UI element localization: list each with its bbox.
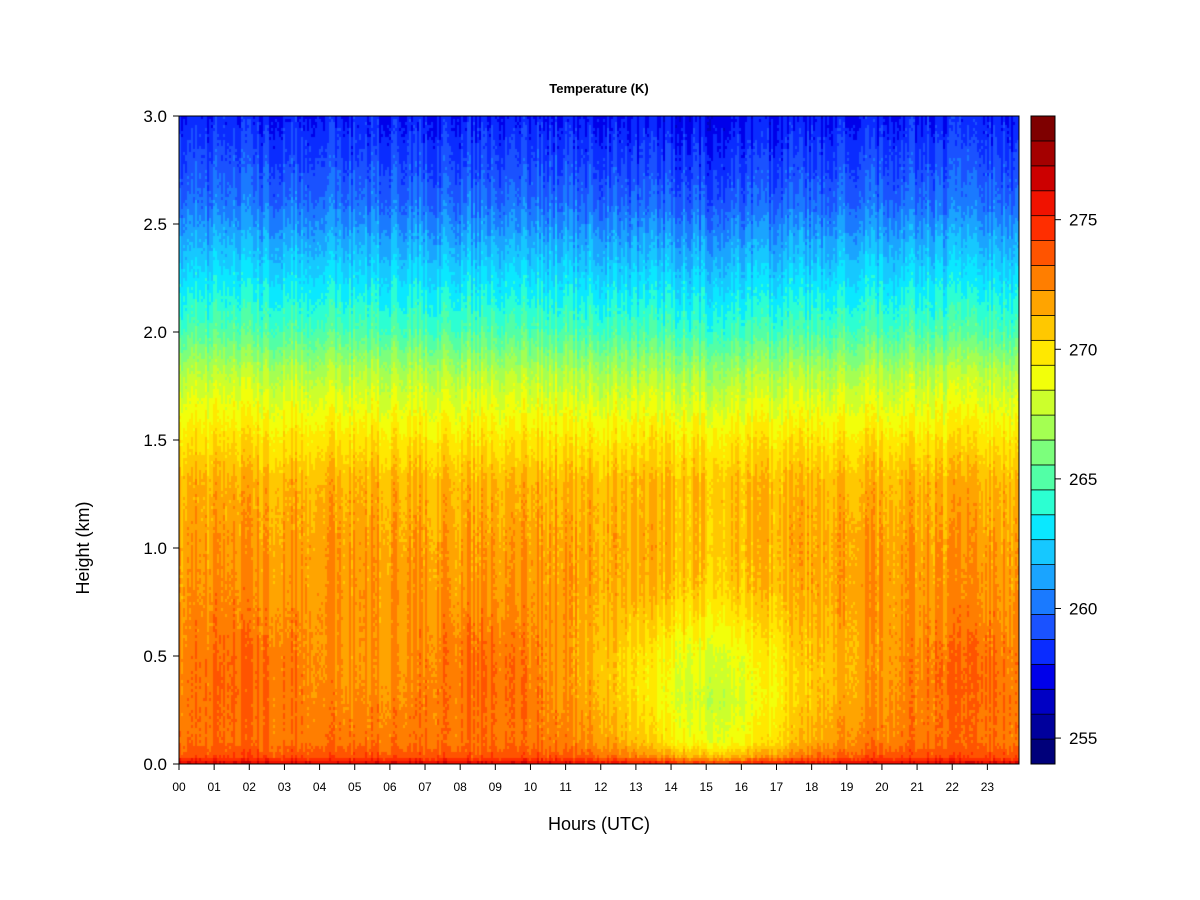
colorbar-level [1030,589,1056,615]
colorbar-level [1030,215,1056,241]
x-axis-label: Hours (UTC) [548,814,650,834]
x-tick-label: 20 [875,780,889,794]
x-tick-label: 02 [243,780,257,794]
colorbar-tick-label: 255 [1069,729,1097,748]
x-tick-label: 21 [910,780,924,794]
colorbar-level [1030,564,1056,590]
colorbar-level [1030,688,1056,715]
x-tick-label: 10 [524,780,538,794]
x-tick-label: 23 [981,780,995,794]
y-tick-label: 0.0 [143,755,167,774]
colorbar-level [1030,439,1056,466]
colorbar-level [1030,240,1056,266]
x-tick-label: 08 [453,780,467,794]
colorbar-level [1030,464,1056,491]
colorbar-level [1030,364,1056,391]
x-tick-label: 22 [946,780,960,794]
temperature-field [179,116,1019,764]
x-tick-label: 14 [664,780,678,794]
colorbar-level [1030,265,1056,291]
y-tick-label: 2.5 [143,215,167,234]
x-tick-label: 15 [700,780,714,794]
y-axis: 0.0 0.5 1.0 1.5 2.0 2.5 3.0 [143,107,179,774]
x-axis: 00 01 02 03 04 05 06 07 08 09 10 11 12 13 14 15 16 17 18 19… [172,764,994,794]
colorbar-tick-label: 270 [1069,340,1097,359]
x-tick-label: 18 [805,780,819,794]
colorbar-level [1030,165,1056,192]
colorbar-level [1030,489,1056,516]
colorbar-tick-label: 265 [1069,470,1097,489]
colorbar-tick-label: 260 [1069,599,1097,618]
colorbar-level [1030,290,1056,316]
colorbar-level [1030,713,1056,740]
colorbar-frame [1030,115,1056,765]
x-tick-label: 12 [594,780,608,794]
x-tick-label: 11 [559,780,572,794]
x-tick-label: 04 [313,780,327,794]
y-tick-label: 1.0 [143,539,167,558]
colorbar-level [1030,639,1056,665]
colorbar-level [1030,190,1056,217]
x-tick-label: 05 [348,780,362,794]
colorbar-level [1030,115,1056,142]
colorbar-level [1030,514,1056,541]
y-tick-label: 1.5 [143,431,167,450]
colorbar-level [1030,663,1056,690]
x-tick-label: 17 [770,780,784,794]
colorbar-level [1030,315,1056,341]
colorbar-level [1030,339,1056,366]
colorbar-level [1030,738,1056,765]
heatmap-plot-area [179,116,1019,764]
x-tick-label: 06 [383,780,397,794]
x-tick-label: 16 [735,780,749,794]
colorbar-tick-label: 275 [1069,211,1097,230]
colorbar-level [1030,414,1056,441]
colorbar-level [1030,389,1056,416]
y-axis-label: Height (km) [73,501,93,594]
x-tick-label: 07 [418,780,432,794]
x-tick-label: 13 [629,780,643,794]
y-tick-label: 0.5 [143,647,167,666]
x-tick-label: 00 [172,780,186,794]
x-tick-label: 03 [278,780,292,794]
colorbar-level [1030,140,1056,167]
y-tick-label: 3.0 [143,107,167,126]
colorbar-level [1030,614,1056,640]
y-tick-label: 2.0 [143,323,167,342]
colorbar-level [1030,539,1056,565]
chart-title: Temperature (K) [549,81,648,96]
colorbar-legend: 255 260 265 270 275 [1030,115,1097,765]
x-tick-label: 19 [840,780,854,794]
x-tick-label: 01 [207,780,221,794]
x-tick-label: 09 [489,780,503,794]
